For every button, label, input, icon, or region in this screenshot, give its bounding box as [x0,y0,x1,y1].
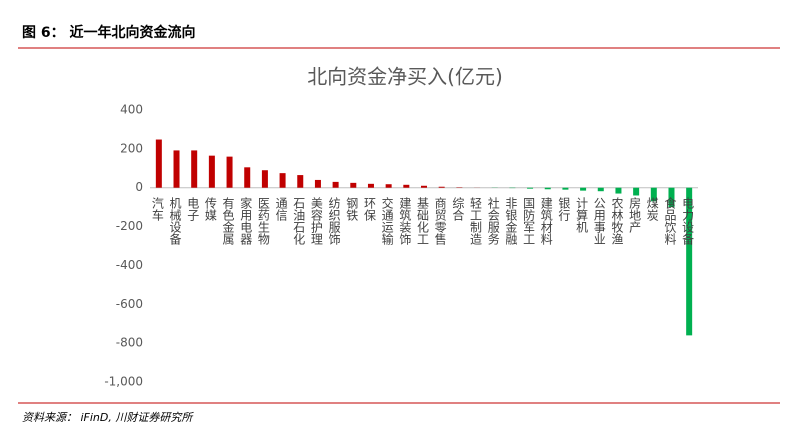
y-tick-label: -200 [116,219,143,233]
x-tick-label: 房地产 [628,195,642,233]
bar [208,155,215,188]
x-tick-label: 环保 [362,197,376,221]
x-tick-label: 汽车 [150,195,164,221]
x-tick-label: 美容护理 [309,196,323,244]
bar [668,187,675,208]
figure-header: 图 6： 近一年北向资金流向 [22,24,196,41]
bar [615,187,622,194]
bar [261,170,268,188]
bar [367,183,374,188]
chart-title: 北向资金净买入(亿元) [307,65,503,89]
y-tick-label: -1,000 [104,375,143,389]
x-tick-label: 农林牧渔 [610,196,624,244]
x-tick-label: 建筑材料 [539,196,553,244]
x-tick-label: 交通运输 [380,195,394,245]
bar [544,187,551,190]
x-tick-label: 钢铁 [345,196,359,220]
bar [597,187,604,192]
y-tick-label: 0 [135,180,143,194]
x-tick-label: 公用事业 [592,197,606,245]
bar [350,182,357,188]
bar [403,184,410,188]
bar [226,156,233,188]
x-tick-label: 传媒 [203,195,217,220]
x-tick-label: 轻工制造 [469,196,483,244]
bar [527,187,534,189]
x-tick-label: 医药生物 [256,197,270,245]
bar [332,181,339,188]
bar [297,175,304,188]
y-tick-label: -600 [116,297,143,311]
bar [633,187,640,196]
bar [562,187,569,190]
source-note: 资料来源： iFinD, 川财证券研究所 [22,411,194,424]
bar [686,187,693,336]
y-tick-label: 200 [120,141,143,155]
y-tick-label: -400 [116,258,143,272]
x-tick-label: 基础化工 [416,196,430,244]
y-tick-label: 400 [120,103,143,117]
x-tick-label: 有色金属 [221,196,235,245]
bar [155,139,162,188]
x-tick-label: 综合 [451,196,465,220]
x-tick-label: 社会服务 [486,195,500,244]
x-tick-label: 通信 [274,196,288,221]
bar [244,167,251,188]
bar [385,184,392,188]
bar [580,187,587,191]
bar [438,186,445,188]
x-tick-label: 食品饮料 [663,195,677,244]
x-tick-label: 国防军工 [522,197,536,245]
bar [173,150,180,188]
x-tick-label: 建筑装饰 [398,196,412,244]
x-tick-label: 机械设备 [168,196,182,245]
x-tick-label: 电子 [186,196,200,220]
x-tick-label: 商贸零售 [433,195,447,244]
x-tick-label: 纺织服饰 [327,196,341,244]
x-tick-label: 非银金融 [504,196,518,245]
bar [650,187,657,202]
bar [421,185,427,188]
x-tick-label: 计算机 [575,196,589,232]
x-tick-label: 银行 [557,196,571,220]
bar [279,173,286,188]
x-tick-label: 石油石化 [292,197,306,246]
x-tick-label: 煤炭 [645,196,659,221]
bar [191,150,198,188]
bar [314,179,321,188]
y-tick-label: -800 [116,336,143,350]
x-tick-label: 家用电器 [239,195,253,245]
x-tick-label: 电力设备 [681,196,695,245]
